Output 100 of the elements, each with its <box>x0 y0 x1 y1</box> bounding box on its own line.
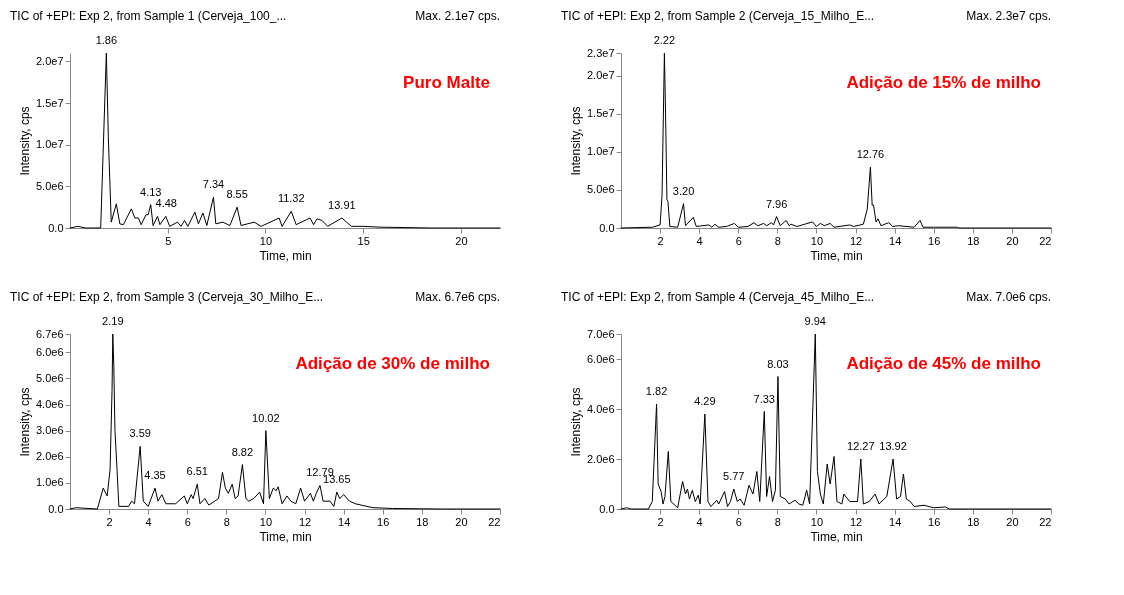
x-tick-label: 22 <box>488 515 501 528</box>
y-tick-label: 5.0e6 <box>35 371 64 384</box>
x-tick-label: 6 <box>184 515 191 528</box>
x-tick-label: 20 <box>455 515 468 528</box>
annotation: 4.29 <box>694 395 716 407</box>
y-tick-label: 2.0e7 <box>35 54 64 67</box>
x-tick-label: 22 <box>1039 515 1052 528</box>
x-tick-label: 15 <box>357 234 370 247</box>
y-axis-title: Intensity, cps <box>17 387 32 457</box>
y-tick-label: 2.0e7 <box>586 69 615 82</box>
chart-subtitle: Max. 2.1e7 cps. <box>415 9 500 23</box>
annotation: 13.92 <box>879 440 907 452</box>
annotation: 6.51 <box>186 465 208 478</box>
x-tick-label: 5 <box>165 234 172 247</box>
x-tick-label: 14 <box>338 515 351 528</box>
annotation: 8.55 <box>226 188 248 201</box>
x-tick-label: 16 <box>377 515 390 528</box>
x-tick-label: 16 <box>928 234 941 247</box>
y-tick-label: 5.0e6 <box>586 183 615 196</box>
x-tick-label: 18 <box>416 515 429 528</box>
annotation: 7.96 <box>765 197 788 210</box>
annotation: 1.86 <box>95 34 118 46</box>
y-tick-label: 2.0e6 <box>586 452 615 465</box>
annotation: Puro Malte <box>403 73 490 92</box>
x-tick-label: 12 <box>849 234 863 247</box>
x-tick-label: 22 <box>1039 234 1052 247</box>
y-tick-label: 4.0e6 <box>586 402 615 415</box>
annotation: 11.32 <box>277 192 305 205</box>
annotation: 2.19 <box>102 315 124 327</box>
chart-subtitle: Max. 7.0e6 cps. <box>966 290 1051 304</box>
annotation: Adição de 15% de milho <box>846 73 1041 92</box>
y-tick-label: 2.3e7 <box>586 46 615 59</box>
chart-subtitle: Max. 2.3e7 cps. <box>966 9 1051 23</box>
y-tick-label: 1.5e7 <box>586 107 615 120</box>
x-tick-label: 18 <box>967 515 980 528</box>
annotation: 8.82 <box>231 445 254 458</box>
y-tick-label: 7.0e6 <box>586 327 615 340</box>
y-tick-label: 1.5e7 <box>35 96 64 109</box>
x-tick-label: 10 <box>259 234 273 247</box>
annotation: 12.27 <box>847 440 875 452</box>
chart-subtitle: Max. 6.7e6 cps. <box>415 290 500 304</box>
annotation: 4.35 <box>144 469 166 482</box>
annotation: 9.94 <box>804 315 826 327</box>
chart-title: TIC of +EPI: Exp 2, from Sample 3 (Cerveja_30_Milho_E... <box>10 290 324 304</box>
x-tick-label: 4 <box>145 515 152 528</box>
x-tick-label: 12 <box>849 515 863 528</box>
annotation: Adição de 45% de milho <box>846 354 1041 373</box>
annotation: Adição de 30% de milho <box>295 354 490 373</box>
x-tick-label: 14 <box>889 515 902 528</box>
x-tick-label: 4 <box>696 515 703 528</box>
x-axis-title: Time, min <box>810 248 863 263</box>
x-tick-label: 10 <box>810 234 824 247</box>
annotation: 3.59 <box>129 427 151 440</box>
annotation: 3.20 <box>672 184 695 197</box>
x-axis-title: Time, min <box>810 529 863 544</box>
y-tick-label: 6.0e6 <box>586 352 615 365</box>
y-tick-label: 6.7e6 <box>35 327 64 340</box>
x-tick-label: 14 <box>889 234 902 247</box>
y-tick-label: 2.0e6 <box>35 450 64 463</box>
chart-title: TIC of +EPI: Exp 2, from Sample 1 (Cerveja_100_... <box>10 9 287 23</box>
x-tick-label: 8 <box>223 515 230 528</box>
annotation: 12.76 <box>856 148 885 161</box>
x-tick-label: 2 <box>657 234 664 247</box>
x-tick-label: 8 <box>774 234 781 247</box>
y-tick-label: 1.0e6 <box>35 476 64 489</box>
x-tick-label: 12 <box>298 515 312 528</box>
annotation: 7.33 <box>753 392 775 405</box>
x-tick-label: 18 <box>967 234 980 247</box>
y-axis-title: Intensity, cps <box>568 106 583 176</box>
x-tick-label: 16 <box>928 515 941 528</box>
line-series <box>69 52 501 229</box>
y-tick-label: 0.0 <box>599 502 615 515</box>
x-tick-label: 10 <box>259 515 273 528</box>
x-tick-label: 20 <box>1006 234 1019 247</box>
x-axis-title: Time, min <box>259 248 312 263</box>
annotation: 8.03 <box>767 357 789 370</box>
y-tick-label: 0.0 <box>48 502 64 515</box>
annotation: 4.48 <box>155 197 177 210</box>
chart-title: TIC of +EPI: Exp 2, from Sample 4 (Cerveja_45_Milho_E... <box>561 290 875 304</box>
x-tick-label: 4 <box>696 234 703 247</box>
annotation: 13.91 <box>328 199 356 211</box>
y-tick-label: 0.0 <box>48 221 64 234</box>
annotation: 7.34 <box>202 178 225 191</box>
y-tick-label: 0.0 <box>599 221 615 234</box>
x-tick-label: 2 <box>657 515 664 528</box>
x-tick-label: 20 <box>455 234 468 247</box>
annotation: 5.77 <box>723 470 745 482</box>
y-axis-title: Intensity, cps <box>568 387 583 457</box>
x-tick-label: 2 <box>106 515 113 528</box>
y-axis-title: Intensity, cps <box>17 106 32 176</box>
x-tick-label: 8 <box>774 515 781 528</box>
y-tick-label: 1.0e7 <box>586 145 615 158</box>
y-tick-label: 3.0e6 <box>35 424 64 437</box>
x-tick-label: 20 <box>1006 515 1019 528</box>
annotation: 4.13 <box>140 185 162 198</box>
y-tick-label: 4.0e6 <box>35 398 64 411</box>
chart-title: TIC of +EPI: Exp 2, from Sample 2 (Cerveja_15_Milho_E... <box>561 9 875 23</box>
x-tick-label: 6 <box>735 515 742 528</box>
y-tick-label: 1.0e7 <box>35 138 64 151</box>
annotation: 1.82 <box>645 385 668 397</box>
